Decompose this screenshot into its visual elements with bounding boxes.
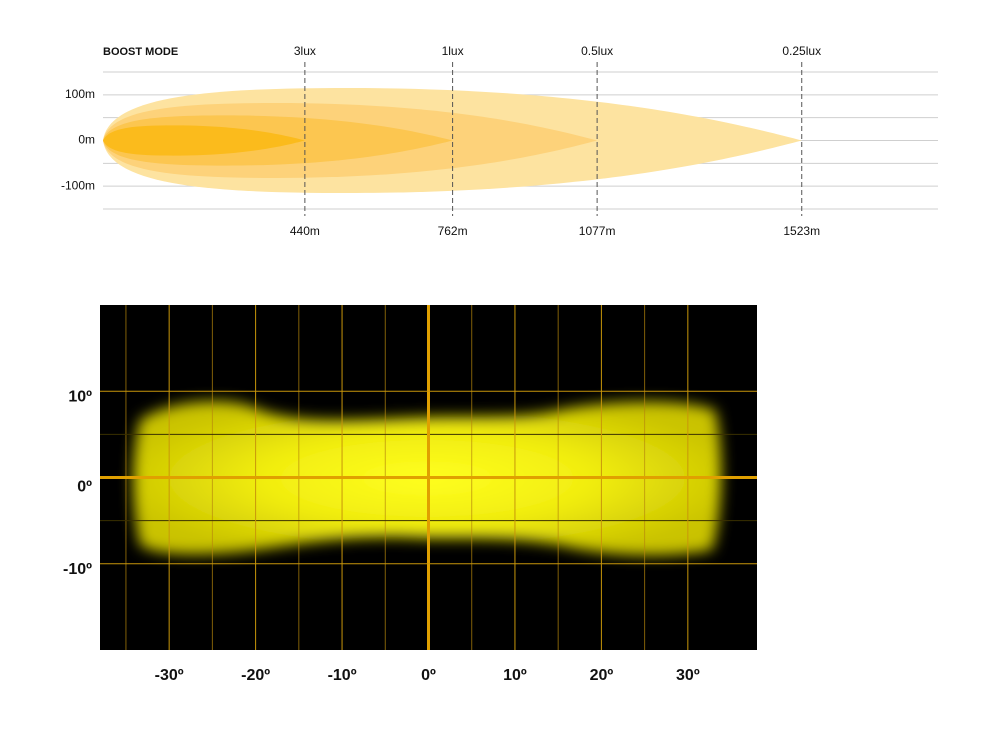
distance-label: 1523m — [783, 224, 820, 238]
lux-label: 3lux — [294, 44, 316, 58]
lux-label: 0.5lux — [581, 44, 613, 58]
x-tick-label: -30º — [155, 667, 184, 684]
x-tick-label: 10º — [503, 667, 527, 684]
y-tick-label: 100m — [65, 87, 95, 101]
y-tick-label: 10º — [68, 388, 92, 405]
y-tick-label: -100m — [61, 178, 95, 192]
x-tick-label: 0º — [421, 667, 436, 684]
lux-label: 1lux — [442, 44, 464, 58]
distance-label: 1077m — [579, 224, 616, 238]
x-tick-label: -20º — [241, 667, 270, 684]
x-tick-label: 20º — [590, 667, 614, 684]
distance-label: 762m — [438, 224, 468, 238]
x-tick-label: -10º — [328, 667, 357, 684]
chart-title: BOOST MODE — [103, 46, 178, 58]
y-tick-label: 0º — [77, 479, 92, 496]
distance-label: 440m — [290, 224, 320, 238]
lux-label: 0.25lux — [782, 44, 821, 58]
y-tick-label: 0m — [78, 133, 95, 147]
x-tick-label: 30º — [676, 667, 700, 684]
beam-contour — [103, 125, 305, 156]
y-tick-label: -10º — [63, 561, 92, 578]
